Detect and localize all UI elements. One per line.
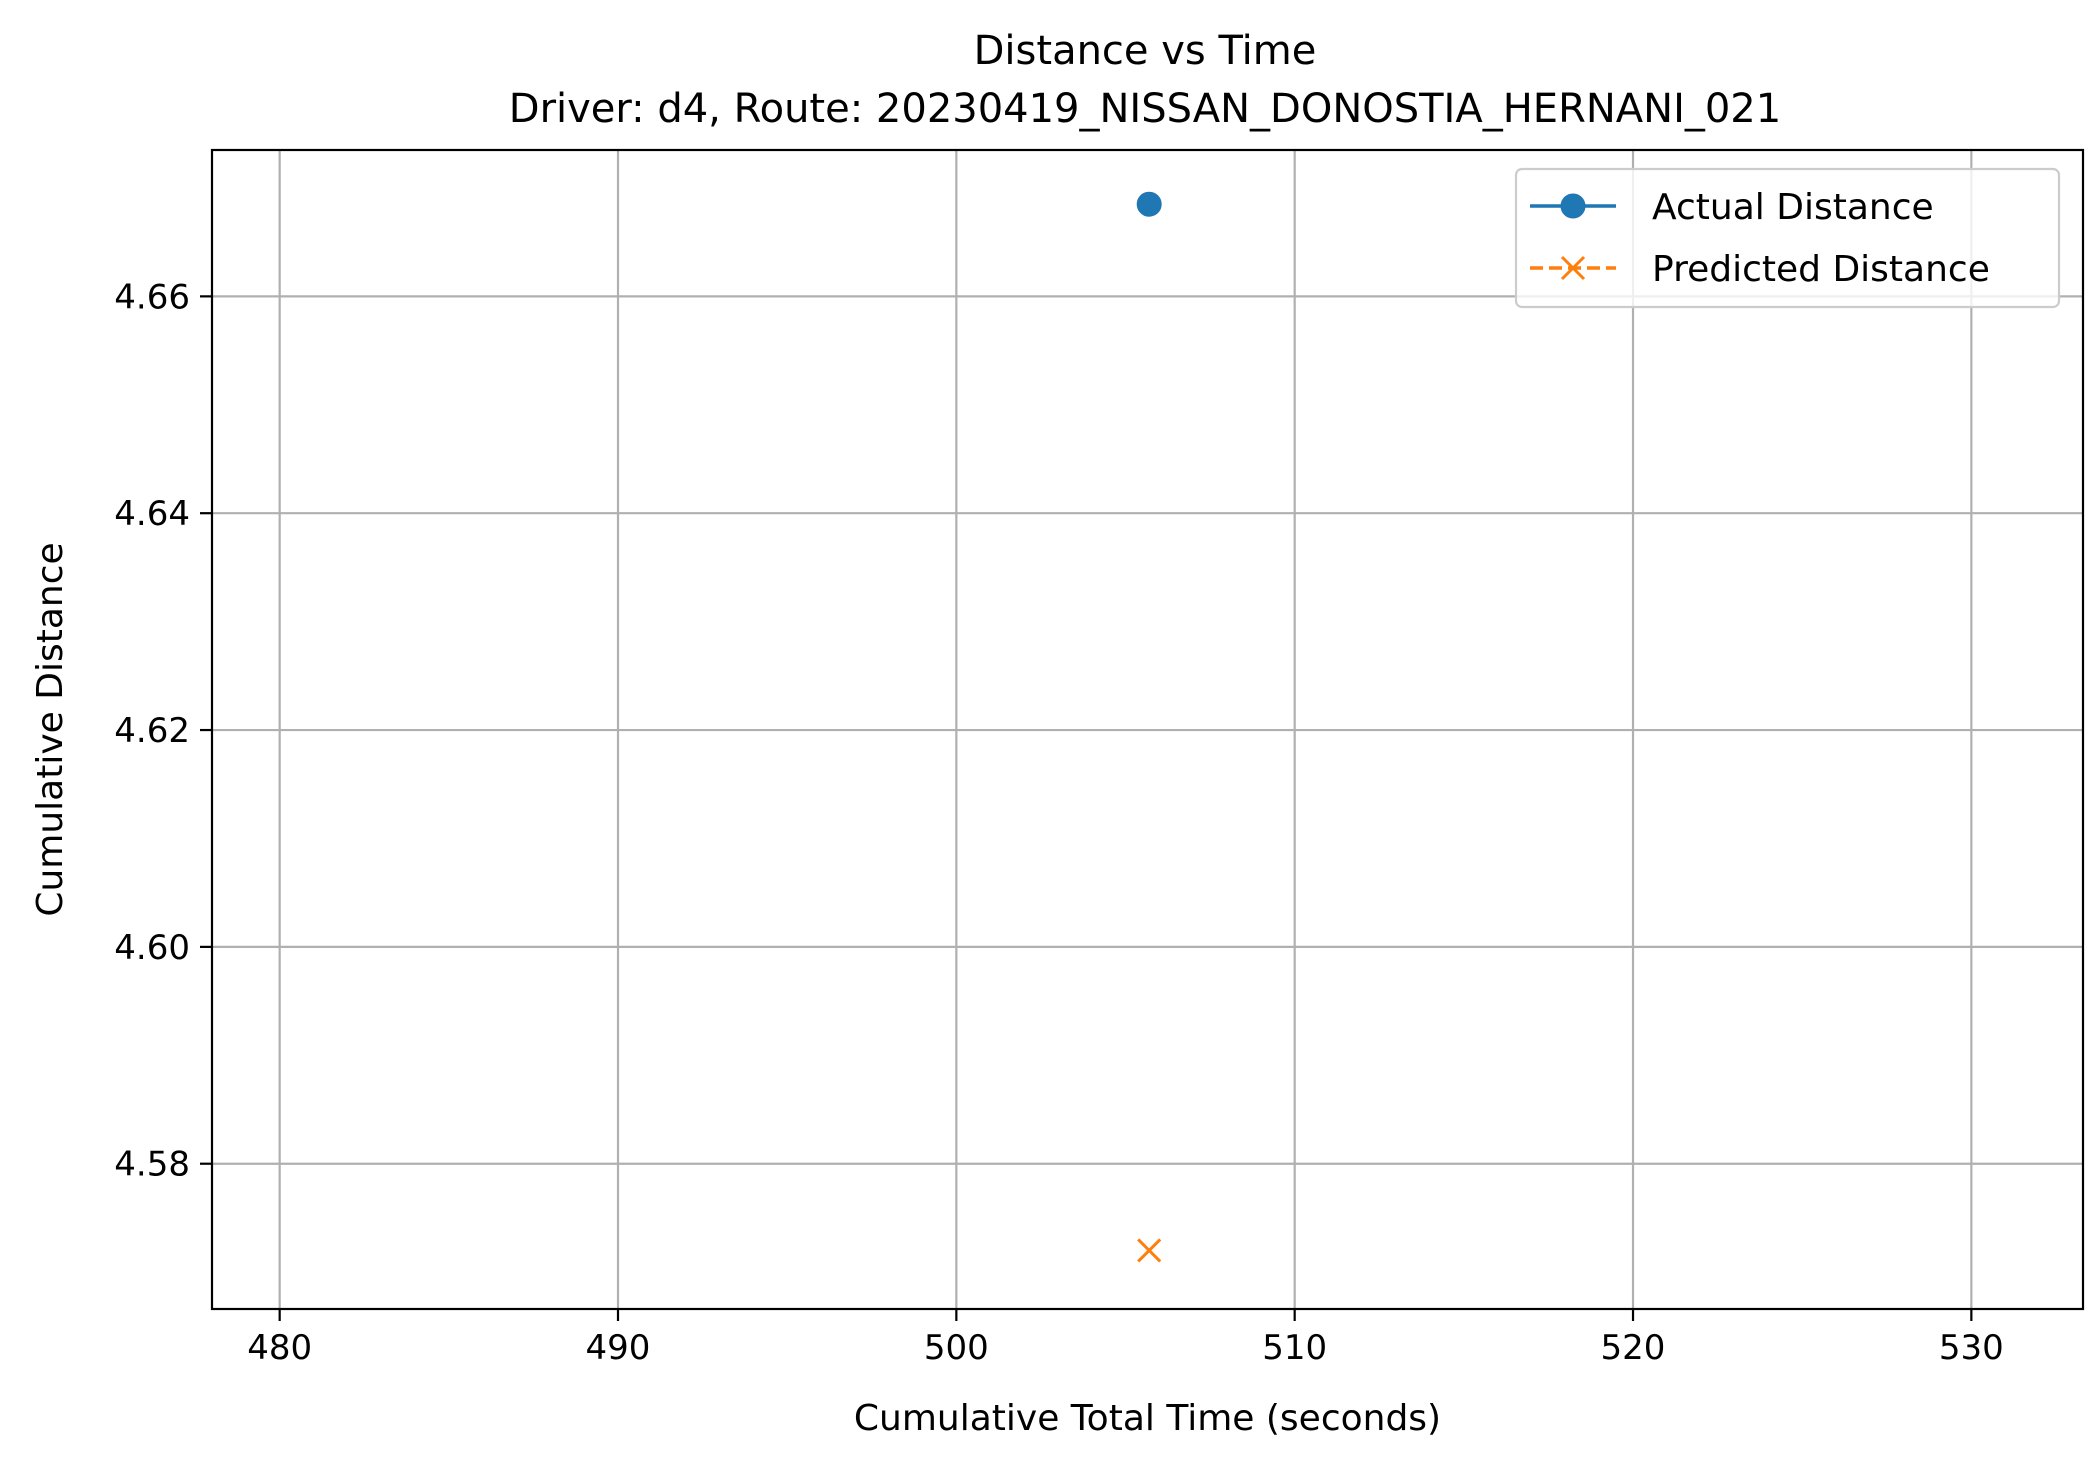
legend: Actual Distance Predicted Distance bbox=[1514, 167, 2061, 309]
x-tick-label: 530 bbox=[1939, 1328, 2004, 1368]
series-actual-distance bbox=[1136, 191, 1162, 217]
legend-item: Actual Distance bbox=[1530, 187, 1934, 228]
data-point bbox=[1137, 1238, 1162, 1263]
chart-subtitle: Driver: d4, Route: 20230419_NISSAN_DONOS… bbox=[509, 86, 1781, 132]
data-point-stroke bbox=[1137, 1238, 1162, 1263]
x-tick-label: 510 bbox=[1262, 1328, 1327, 1368]
x-tick-label: 480 bbox=[247, 1328, 312, 1368]
legend-label: Actual Distance bbox=[1652, 187, 1934, 228]
y-tick-label: 4.58 bbox=[114, 1145, 190, 1185]
y-tick-label: 4.62 bbox=[114, 711, 190, 751]
series-predicted-distance bbox=[1137, 1238, 1162, 1263]
legend-item: Predicted Distance bbox=[1530, 249, 1990, 290]
legend-marker bbox=[1560, 193, 1586, 219]
legend-marker-stroke bbox=[1560, 255, 1586, 281]
axis-ticks: 480 490 500 510 520 530 4.58 4.60 4.62 4.64 4.66 bbox=[114, 277, 2004, 1368]
data-point bbox=[1136, 191, 1162, 217]
data-series bbox=[1136, 191, 1162, 1263]
y-tick-label: 4.66 bbox=[114, 277, 190, 317]
x-axis-label: Cumulative Total Time (seconds) bbox=[854, 1398, 1441, 1439]
x-tick-label: 500 bbox=[924, 1328, 989, 1368]
x-tick-label: 520 bbox=[1601, 1328, 1666, 1368]
y-tick-label: 4.64 bbox=[114, 494, 190, 534]
legend-box bbox=[1514, 167, 2061, 309]
chart-title: Distance vs Time bbox=[974, 28, 1317, 74]
plot-area-frame bbox=[210, 148, 2085, 1311]
legend-marker bbox=[1560, 255, 1586, 281]
legend-items: Actual Distance Predicted Distance bbox=[1530, 187, 1990, 290]
legend-label: Predicted Distance bbox=[1652, 249, 1990, 290]
y-tick-label: 4.60 bbox=[114, 928, 190, 968]
y-axis-label: Cumulative Distance bbox=[30, 542, 71, 916]
x-tick-label: 490 bbox=[586, 1328, 651, 1368]
